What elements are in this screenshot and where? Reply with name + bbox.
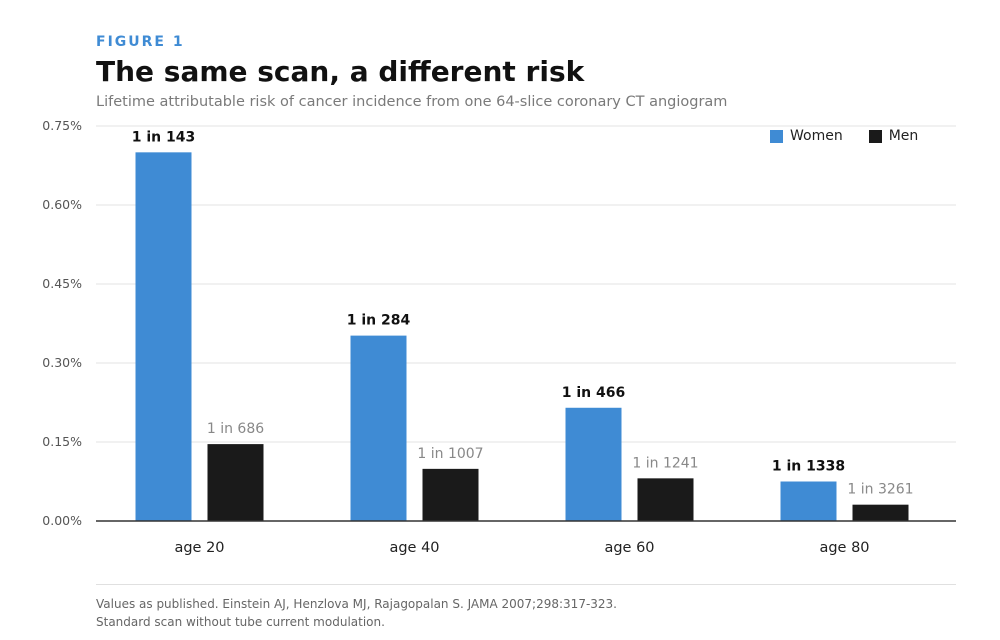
y-tick-label: 0.00% — [42, 513, 82, 528]
legend-item-women: Women — [770, 128, 843, 144]
bar-women-age-40 — [350, 335, 407, 521]
source-note: Values as published. Einstein AJ, Henzlo… — [96, 597, 617, 611]
bar-men-age-60 — [637, 478, 694, 521]
legend-swatch-women — [770, 129, 783, 143]
bar-men-age-40 — [422, 468, 479, 521]
y-tick-label: 0.60% — [42, 197, 82, 212]
chart-title: The same scan, a different risk — [96, 55, 585, 88]
data-label: 1 in 3261 — [847, 482, 913, 498]
legend: Women Men — [770, 128, 918, 144]
data-label: 1 in 143 — [132, 129, 195, 145]
data-label: 1 in 284 — [347, 313, 411, 329]
method-note: Standard scan without tube current modul… — [96, 615, 385, 629]
data-label: 1 in 1007 — [417, 446, 483, 462]
x-tick-label: age 80 — [819, 540, 869, 556]
bar-men-age-80 — [852, 504, 909, 521]
legend-label-women: Women — [790, 128, 843, 144]
figure-kicker: FIGURE 1 — [96, 34, 185, 50]
x-tick-label: age 20 — [174, 540, 224, 556]
data-label: 1 in 1241 — [632, 455, 698, 471]
y-tick-label: 0.30% — [42, 355, 82, 370]
legend-swatch-men — [868, 129, 882, 143]
data-label: 1 in 1338 — [772, 459, 845, 475]
bar-women-age-20 — [135, 152, 192, 522]
y-tick-label: 0.45% — [42, 276, 82, 291]
footer-divider — [96, 584, 956, 585]
chart-subtitle: Lifetime attributable risk of cancer inc… — [96, 94, 728, 110]
x-tick-label: age 60 — [604, 540, 654, 556]
data-label: 1 in 466 — [562, 385, 625, 401]
legend-item-men: Men — [868, 128, 919, 144]
bar-men-age-20 — [207, 444, 264, 521]
bar-women-age-80 — [780, 481, 837, 521]
legend-label-men: Men — [888, 128, 919, 144]
y-tick-label: 0.75% — [42, 118, 82, 133]
data-label: 1 in 686 — [207, 421, 264, 437]
x-tick-label: age 40 — [389, 540, 439, 556]
bar-women-age-60 — [565, 407, 622, 521]
y-tick-label: 0.15% — [42, 434, 82, 449]
